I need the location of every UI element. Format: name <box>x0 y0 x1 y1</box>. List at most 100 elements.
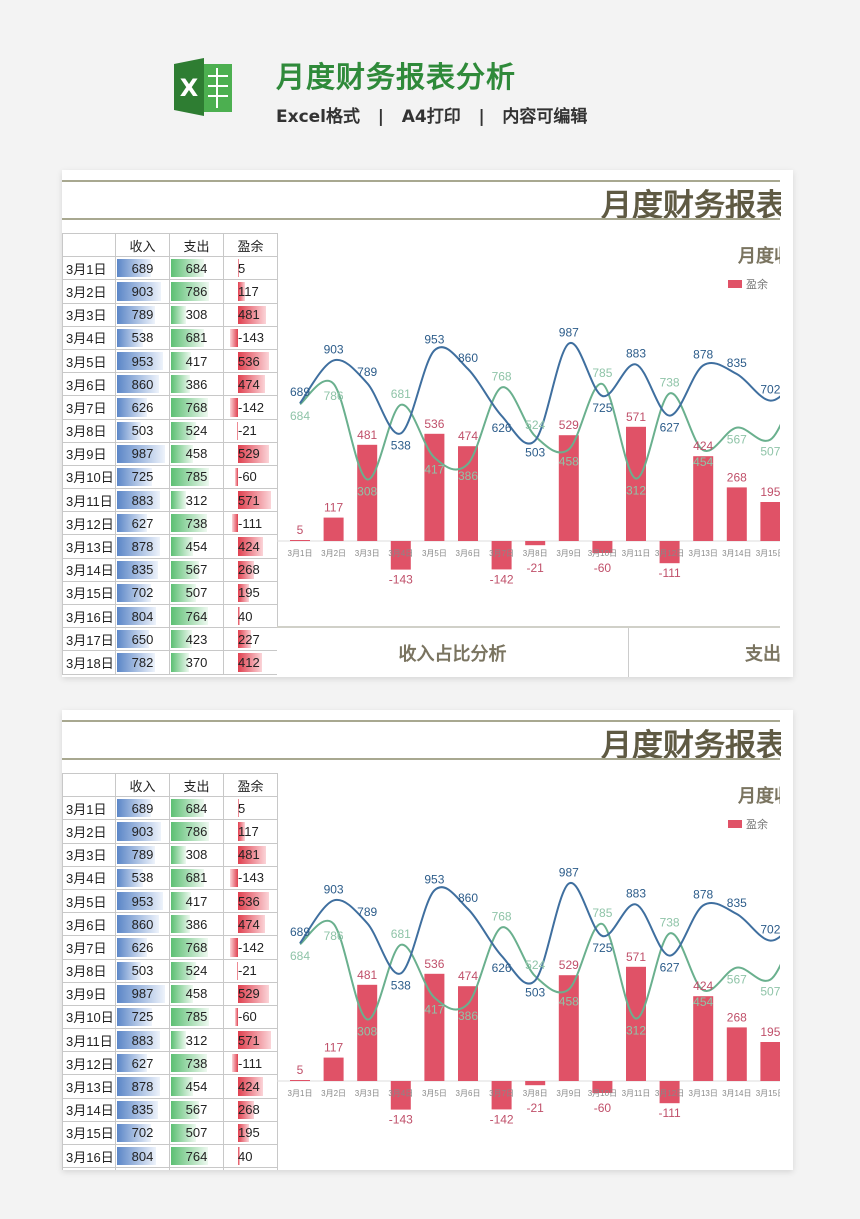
data-table: 收入 支出 盈余 3月1日 689 684 5 3月2日 903 786 117 3… <box>62 232 278 675</box>
table-row: 3月5日 953 417 536 <box>62 348 278 374</box>
expense-databar <box>171 822 210 841</box>
surplus-bar <box>525 541 546 546</box>
surplus-bar <box>558 435 579 541</box>
income-cell: 689 <box>115 796 170 821</box>
expense-label: 684 <box>290 949 310 963</box>
table-row: 3月3日 789 308 481 <box>62 302 278 327</box>
date-cell: 3月9日 <box>62 981 116 1006</box>
date-cell: 3月15日 <box>62 1120 116 1146</box>
surplus-cell: 481 <box>223 302 278 327</box>
income-databar <box>117 444 165 463</box>
income-databar <box>117 822 161 841</box>
income-cell: 953 <box>115 348 170 374</box>
section-divider <box>628 628 629 677</box>
chart-legend: 盈余 <box>728 816 768 832</box>
income-cell: 860 <box>115 372 170 397</box>
income-label: 538 <box>391 978 411 992</box>
income-cell: 650 <box>115 1167 170 1170</box>
x-tick-label: 3月14日 <box>722 1089 751 1098</box>
expense-cell: 454 <box>169 534 224 559</box>
x-tick-label: 3月9日 <box>556 549 581 558</box>
income-label: 878 <box>693 347 713 361</box>
surplus-cell: 481 <box>223 842 278 867</box>
table-row: 3月1日 689 684 5 <box>62 796 278 821</box>
income-databar <box>117 491 160 510</box>
table-row: 3月5日 953 417 536 <box>62 888 278 914</box>
expense-label: 458 <box>559 454 579 468</box>
x-tick-label: 3月12日 <box>655 549 684 558</box>
expense-databar <box>171 1123 196 1142</box>
surplus-cell: 571 <box>223 488 278 513</box>
date-cell: 3月5日 <box>62 348 116 374</box>
surplus-cell: 5 <box>223 796 278 821</box>
expense-databar <box>171 560 199 579</box>
expense-databar <box>171 328 205 347</box>
x-tick-label: 3月3日 <box>355 549 380 558</box>
surplus-databar <box>238 491 272 510</box>
income-cell: 835 <box>115 1097 170 1122</box>
income-cell: 725 <box>115 464 170 490</box>
expense-databar <box>171 351 192 371</box>
expense-databar <box>171 653 189 672</box>
table-row: 3月16日 804 764 40 <box>62 603 278 629</box>
expense-cell: 417 <box>169 888 224 914</box>
expense-databar <box>171 630 192 649</box>
surplus-databar <box>238 305 266 324</box>
expense-cell: 308 <box>169 302 224 327</box>
income-cell: 883 <box>115 1028 170 1053</box>
income-databar <box>117 467 153 487</box>
income-databar <box>117 1077 160 1096</box>
legend-label: 盈余 <box>746 818 768 831</box>
table-row: 3月11日 883 312 571 <box>62 488 278 513</box>
surplus-databar <box>236 421 238 440</box>
income-cell: 627 <box>115 1051 170 1076</box>
surplus-cell: 474 <box>223 372 278 397</box>
surplus-label: 571 <box>626 410 646 424</box>
income-cell: 626 <box>115 935 170 960</box>
income-label: 878 <box>693 887 713 901</box>
income-label: 789 <box>357 905 377 919</box>
date-cell: 3月11日 <box>62 488 116 513</box>
surplus-cell: 529 <box>223 981 278 1006</box>
income-label: 860 <box>458 351 478 365</box>
expense-databar <box>171 938 209 957</box>
expense-cell: 524 <box>169 418 224 443</box>
expense-databar <box>171 398 209 417</box>
expense-line <box>299 379 780 481</box>
income-databar <box>117 630 149 649</box>
expense-cell: 786 <box>169 819 224 844</box>
svg-text:X: X <box>180 74 199 102</box>
surplus-databar <box>238 583 250 602</box>
surplus-databar <box>238 1031 272 1050</box>
expense-label: 567 <box>727 973 747 987</box>
income-label: 835 <box>727 356 747 370</box>
expense-label: 785 <box>592 366 612 380</box>
x-tick-label: 3月8日 <box>523 549 548 558</box>
income-cell: 503 <box>115 958 170 983</box>
income-databar <box>117 961 142 980</box>
expense-label: 768 <box>492 909 512 923</box>
expense-label: 786 <box>324 389 344 403</box>
surplus-databar <box>238 560 254 579</box>
x-tick-label: 3月12日 <box>655 1089 684 1098</box>
surplus-label: -143 <box>389 573 413 587</box>
expense-cell: 684 <box>169 256 224 281</box>
income-databar <box>117 259 151 278</box>
date-cell: 3月4日 <box>62 865 116 890</box>
surplus-databar <box>229 938 238 957</box>
surplus-databar <box>238 822 245 841</box>
date-cell: 3月1日 <box>62 256 116 281</box>
column-header: 收入 <box>115 772 170 798</box>
expense-databar <box>171 915 190 934</box>
x-tick-label: 3月4日 <box>388 1089 413 1098</box>
expense-databar <box>171 1054 207 1073</box>
income-databar <box>117 653 156 672</box>
table-row: 3月2日 903 786 117 <box>62 819 278 844</box>
chart-title: 月度收 <box>738 786 780 807</box>
income-label: 503 <box>525 445 545 459</box>
surplus-cell: 412 <box>223 650 278 675</box>
date-cell: 3月2日 <box>62 279 116 304</box>
table-row: 3月18日 782 370 412 <box>62 650 278 675</box>
expense-label: 386 <box>458 1009 478 1023</box>
x-tick-label: 3月10日 <box>588 549 617 558</box>
